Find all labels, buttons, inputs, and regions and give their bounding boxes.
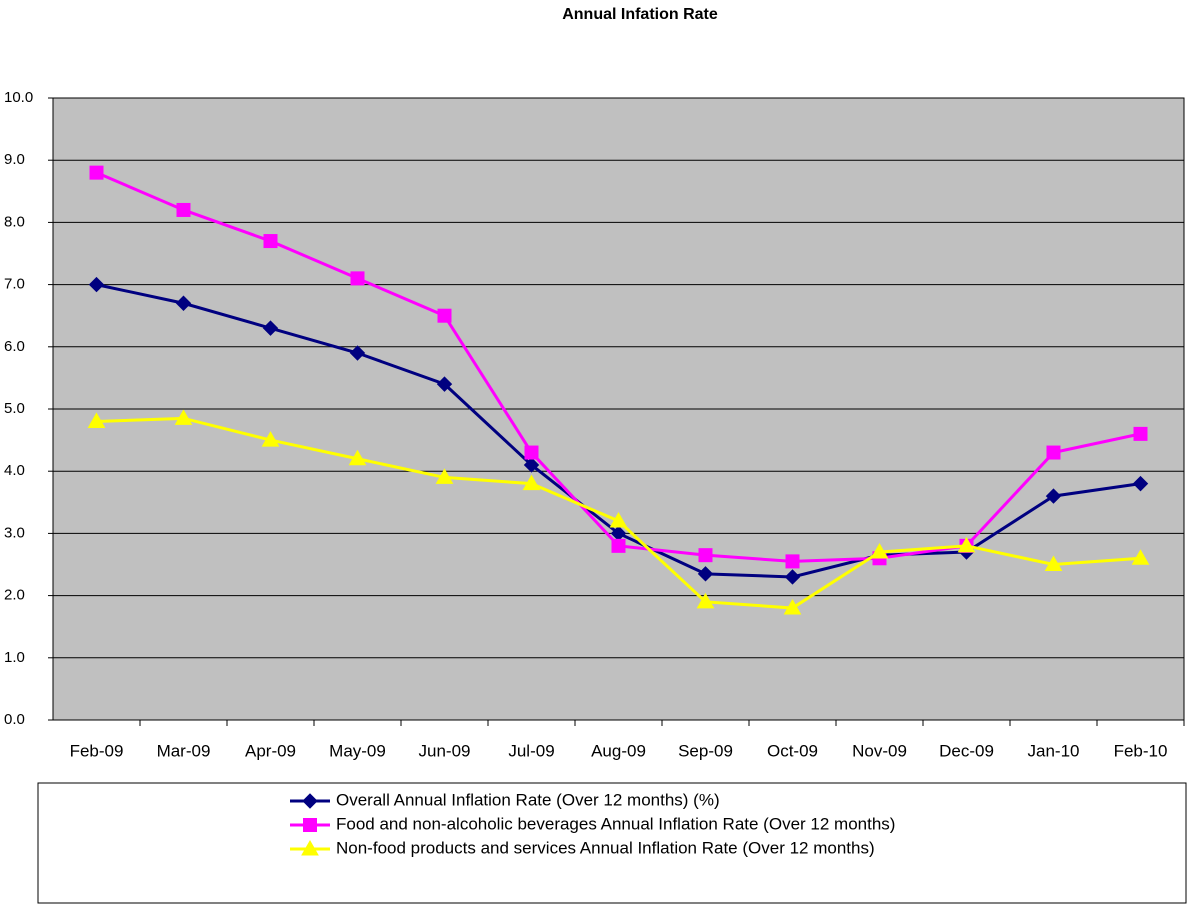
marker: [611, 538, 626, 553]
plot-border: [52, 97, 1185, 721]
marker: [784, 569, 801, 585]
marker: [174, 409, 193, 425]
marker: [436, 376, 453, 392]
legend-label: Overall Annual Inflation Rate (Over 12 m…: [336, 790, 720, 809]
marker: [87, 412, 106, 428]
marker: [350, 271, 365, 286]
x-tick-label: Sep-09: [678, 741, 733, 760]
y-tick-label: 8.0: [4, 213, 25, 230]
x-tick-label: Aug-09: [591, 741, 646, 760]
legend-marker: [303, 818, 317, 832]
x-tick-label: Jul-09: [508, 741, 554, 760]
y-tick-label: 9.0: [4, 151, 25, 168]
x-tick-label: Jun-09: [419, 741, 471, 760]
marker: [175, 295, 192, 311]
marker: [88, 276, 105, 293]
marker: [261, 431, 280, 447]
marker: [1131, 549, 1150, 565]
x-tick-label: Feb-10: [1114, 741, 1168, 760]
y-tick-label: 2.0: [4, 587, 25, 604]
marker: [1045, 488, 1062, 504]
marker: [348, 449, 367, 466]
x-tick-label: Oct-09: [767, 741, 818, 760]
marker: [435, 468, 454, 484]
x-tick-label: Mar-09: [157, 741, 211, 760]
marker: [176, 202, 191, 217]
marker: [262, 320, 279, 336]
marker: [1132, 475, 1149, 492]
marker: [522, 474, 541, 491]
legend-marker: [302, 793, 318, 809]
y-tick-label: 4.0: [4, 462, 25, 479]
marker: [696, 592, 715, 609]
chart-title: Annual Infation Rate: [562, 6, 718, 23]
y-tick-label: 10.0: [4, 89, 33, 106]
y-tick-label: 3.0: [4, 524, 25, 541]
y-tick-label: 6.0: [4, 338, 25, 355]
marker: [1046, 445, 1061, 460]
marker: [89, 165, 104, 180]
legend-box: [37, 782, 1187, 904]
x-tick-label: Feb-09: [70, 741, 124, 760]
y-tick-label: 5.0: [4, 400, 25, 417]
marker: [698, 548, 713, 563]
y-tick-label: 1.0: [4, 649, 25, 666]
x-tick-label: May-09: [329, 741, 386, 760]
y-tick-label: 0.0: [4, 711, 25, 728]
legend-marker: [301, 839, 319, 856]
marker: [609, 511, 628, 528]
marker: [349, 345, 366, 361]
legend-label: Food and non-alcoholic beverages Annual …: [336, 814, 895, 833]
x-tick-label: Nov-09: [852, 741, 907, 760]
marker: [1133, 426, 1148, 441]
marker: [957, 536, 976, 553]
y-tick-label: 7.0: [4, 276, 25, 293]
marker: [697, 566, 714, 582]
marker: [785, 554, 800, 569]
marker: [1044, 555, 1063, 571]
marker: [870, 543, 889, 559]
marker: [523, 457, 540, 473]
x-tick-label: Dec-09: [939, 741, 994, 760]
marker: [263, 234, 278, 249]
marker: [437, 308, 452, 323]
x-tick-label: Apr-09: [245, 741, 296, 760]
x-tick-label: Jan-10: [1028, 741, 1080, 760]
marker: [524, 445, 539, 460]
legend-label: Non-food products and services Annual In…: [336, 838, 875, 857]
marker: [783, 599, 802, 615]
